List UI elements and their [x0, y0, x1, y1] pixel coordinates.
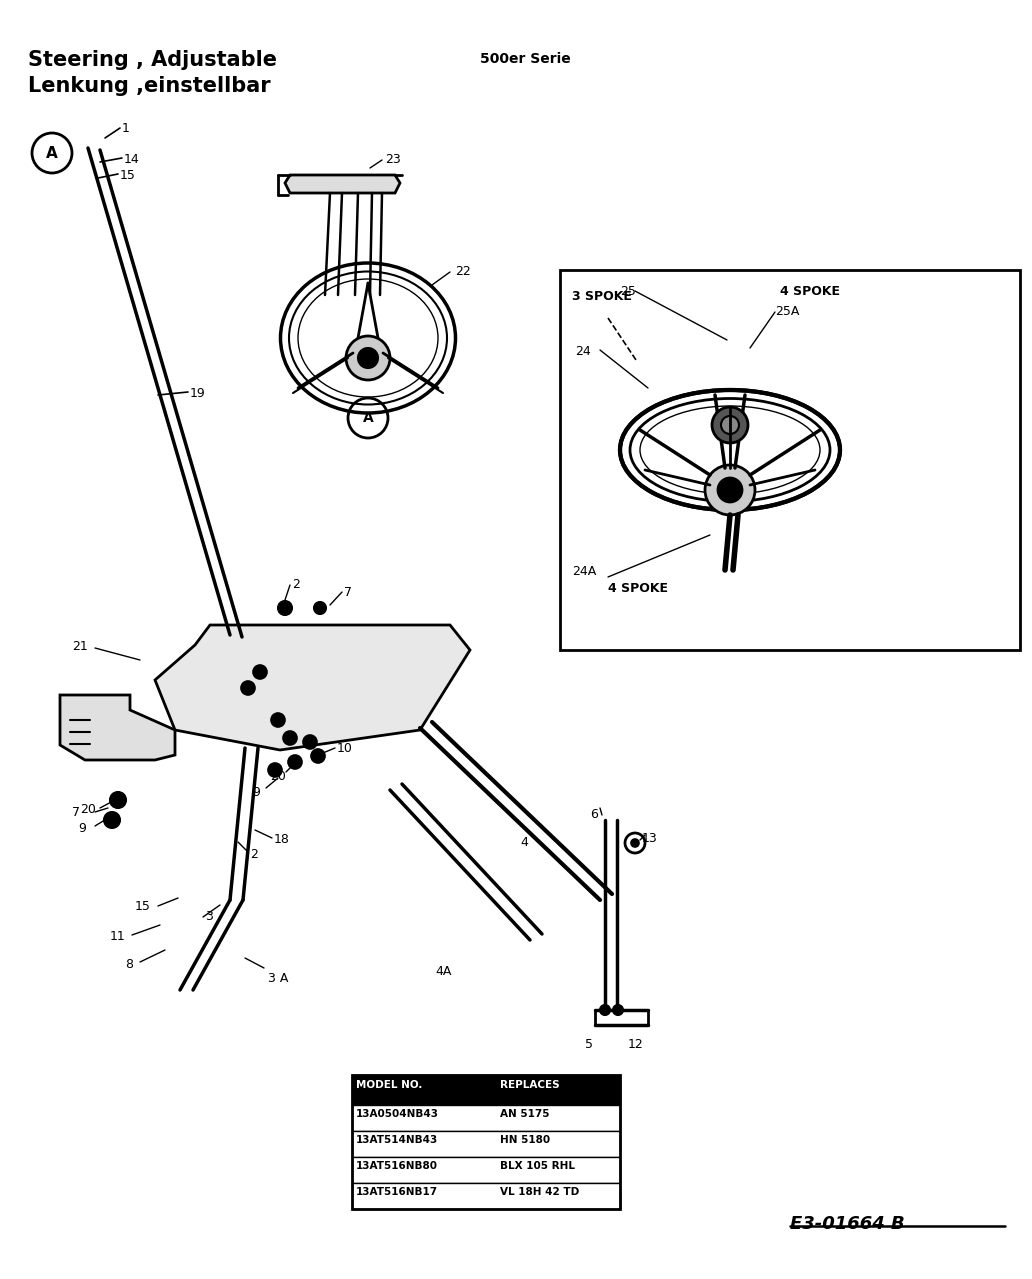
Circle shape — [718, 478, 742, 501]
Bar — [352, 1105, 620, 1131]
Circle shape — [358, 348, 378, 368]
Circle shape — [600, 1005, 610, 1016]
Text: AN 5175: AN 5175 — [499, 1109, 549, 1119]
Text: 25A: 25A — [775, 304, 800, 318]
Circle shape — [110, 792, 126, 808]
Bar — [352, 1076, 620, 1105]
Text: 4A: 4A — [436, 964, 451, 978]
Text: 11: 11 — [110, 930, 126, 943]
Text: 4 SPOKE: 4 SPOKE — [608, 582, 668, 595]
Text: 5: 5 — [585, 1039, 593, 1051]
Text: 23: 23 — [385, 153, 400, 166]
Text: 20: 20 — [80, 803, 96, 816]
Circle shape — [721, 416, 739, 434]
Circle shape — [271, 712, 285, 726]
Text: 24A: 24A — [572, 565, 596, 578]
Text: A: A — [362, 411, 374, 425]
Text: 19: 19 — [190, 388, 205, 400]
Text: 9: 9 — [252, 787, 260, 799]
Text: 15: 15 — [135, 900, 151, 913]
Text: 3 A: 3 A — [268, 972, 288, 985]
Text: 15: 15 — [120, 169, 136, 182]
Text: 7: 7 — [344, 586, 352, 599]
Text: HN 5180: HN 5180 — [499, 1134, 550, 1145]
Circle shape — [104, 812, 120, 828]
Text: 4: 4 — [520, 836, 528, 849]
Bar — [352, 1076, 620, 1209]
Circle shape — [268, 764, 282, 778]
Text: 20: 20 — [270, 770, 286, 783]
Circle shape — [283, 732, 297, 744]
Text: 2: 2 — [250, 848, 258, 861]
Text: Steering , Adjustable: Steering , Adjustable — [28, 50, 277, 70]
Text: 1: 1 — [122, 122, 130, 136]
Circle shape — [303, 735, 317, 749]
Text: 14: 14 — [124, 153, 139, 166]
Circle shape — [631, 839, 639, 847]
Circle shape — [278, 601, 292, 615]
Circle shape — [705, 466, 755, 515]
Text: BLX 105 RHL: BLX 105 RHL — [499, 1161, 575, 1172]
Circle shape — [253, 665, 267, 679]
Bar — [352, 1131, 620, 1157]
Polygon shape — [285, 175, 400, 193]
Text: 13AT516NB17: 13AT516NB17 — [356, 1187, 439, 1197]
Circle shape — [314, 602, 326, 614]
Text: MODEL NO.: MODEL NO. — [356, 1079, 422, 1090]
Text: 9: 9 — [78, 822, 86, 835]
Text: 500er Serie: 500er Serie — [480, 52, 571, 67]
Text: 10: 10 — [337, 742, 353, 755]
Circle shape — [288, 755, 302, 769]
Text: E3-01664 B: E3-01664 B — [791, 1215, 905, 1233]
Text: 2: 2 — [292, 578, 300, 591]
Circle shape — [311, 749, 325, 764]
Circle shape — [613, 1005, 623, 1016]
Text: 3: 3 — [205, 909, 213, 923]
Text: 18: 18 — [275, 833, 290, 845]
Bar — [352, 1157, 620, 1183]
Text: 4 SPOKE: 4 SPOKE — [780, 285, 840, 298]
Text: 24: 24 — [575, 345, 590, 358]
Text: REPLACES: REPLACES — [499, 1079, 559, 1090]
Ellipse shape — [620, 390, 840, 510]
Bar — [560, 270, 1020, 650]
Text: Lenkung ,einstellbar: Lenkung ,einstellbar — [28, 75, 270, 96]
Circle shape — [712, 407, 748, 443]
Circle shape — [346, 336, 390, 380]
Text: A: A — [46, 146, 58, 160]
Text: VL 18H 42 TD: VL 18H 42 TD — [499, 1187, 579, 1197]
Text: 8: 8 — [125, 958, 133, 971]
Polygon shape — [155, 625, 470, 749]
Circle shape — [241, 680, 255, 694]
Text: 3 SPOKE: 3 SPOKE — [572, 290, 632, 303]
Text: 7: 7 — [72, 806, 80, 819]
Text: 25: 25 — [620, 285, 636, 298]
Text: 13A0504NB43: 13A0504NB43 — [356, 1109, 439, 1119]
Text: 6: 6 — [590, 808, 598, 821]
Bar — [352, 1183, 620, 1209]
Text: 13AT514NB43: 13AT514NB43 — [356, 1134, 439, 1145]
Polygon shape — [60, 694, 175, 760]
Text: 13: 13 — [642, 833, 657, 845]
Text: 21: 21 — [72, 640, 88, 654]
Text: 12: 12 — [628, 1039, 644, 1051]
Text: 13AT516NB80: 13AT516NB80 — [356, 1161, 438, 1172]
Text: 22: 22 — [455, 265, 471, 278]
